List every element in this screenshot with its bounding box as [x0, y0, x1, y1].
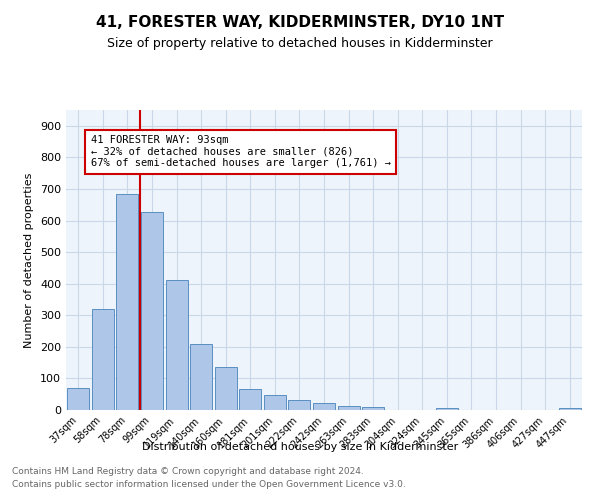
Bar: [166, 280, 188, 410]
Bar: [239, 388, 262, 410]
Bar: [338, 406, 359, 410]
Bar: [362, 408, 384, 410]
Bar: [289, 400, 310, 410]
Bar: [264, 395, 286, 410]
Y-axis label: Number of detached properties: Number of detached properties: [25, 172, 34, 348]
Text: Size of property relative to detached houses in Kidderminster: Size of property relative to detached ho…: [107, 38, 493, 51]
Bar: [92, 309, 114, 410]
Bar: [215, 368, 237, 410]
Text: 41, FORESTER WAY, KIDDERMINSTER, DY10 1NT: 41, FORESTER WAY, KIDDERMINSTER, DY10 1N…: [96, 15, 504, 30]
Bar: [313, 403, 335, 410]
Text: Contains public sector information licensed under the Open Government Licence v3: Contains public sector information licen…: [12, 480, 406, 489]
Bar: [116, 194, 139, 410]
Text: 41 FORESTER WAY: 93sqm
← 32% of detached houses are smaller (826)
67% of semi-de: 41 FORESTER WAY: 93sqm ← 32% of detached…: [91, 136, 391, 168]
Bar: [141, 212, 163, 410]
Text: Contains HM Land Registry data © Crown copyright and database right 2024.: Contains HM Land Registry data © Crown c…: [12, 468, 364, 476]
Bar: [190, 344, 212, 410]
Bar: [67, 388, 89, 410]
Text: Distribution of detached houses by size in Kidderminster: Distribution of detached houses by size …: [142, 442, 458, 452]
Bar: [559, 408, 581, 410]
Bar: [436, 408, 458, 410]
